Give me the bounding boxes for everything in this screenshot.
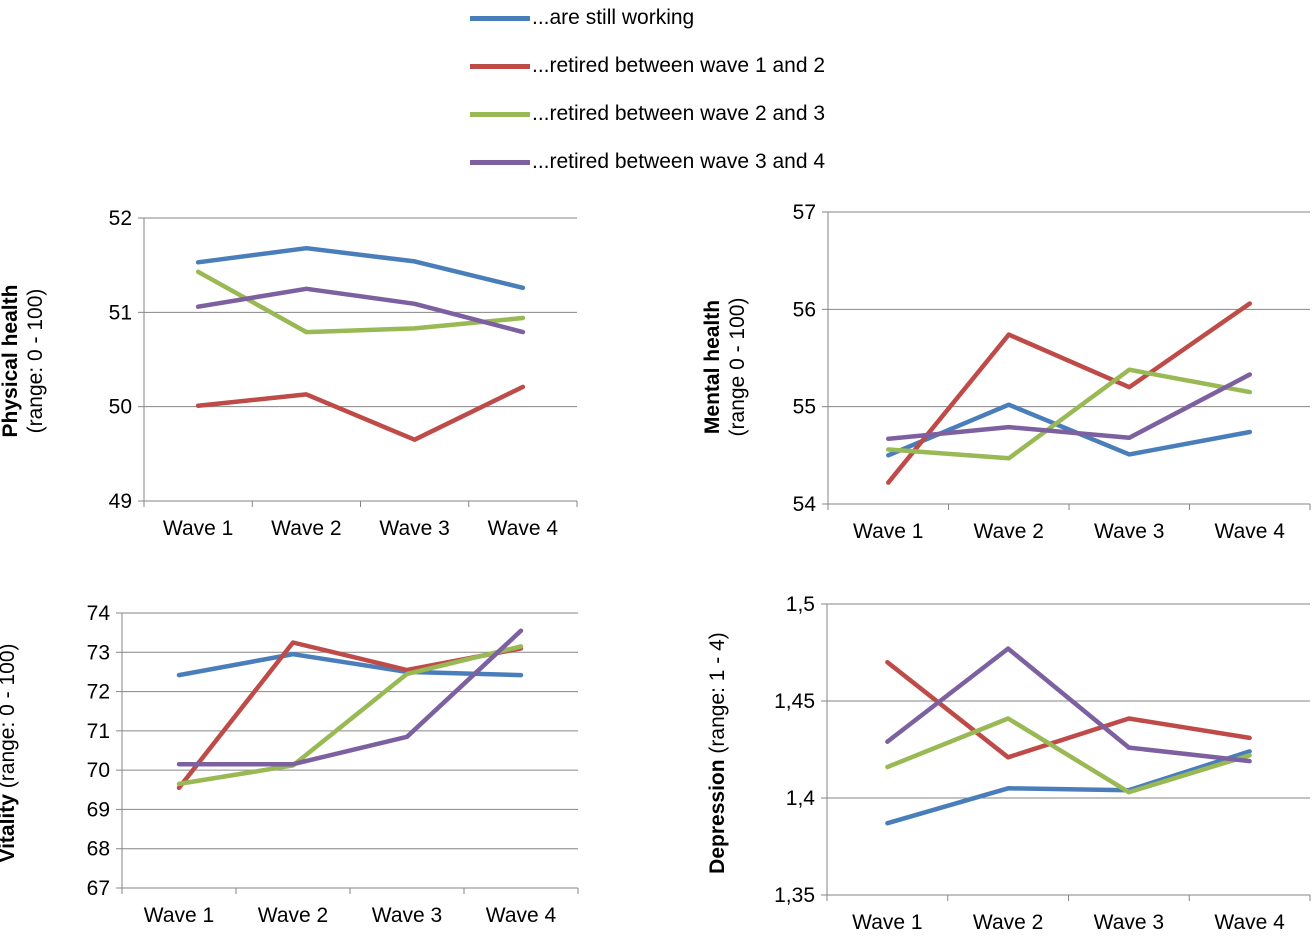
y-tick-label: 68 xyxy=(87,838,110,861)
series-line xyxy=(885,659,1252,760)
y-tick-label: 49 xyxy=(109,490,132,513)
series-line xyxy=(195,384,526,442)
x-tick-label: Wave 2 xyxy=(973,911,1043,934)
y-tick-label: 1,35 xyxy=(774,884,815,907)
series-line xyxy=(195,286,526,335)
series-line xyxy=(195,269,526,335)
x-tick-label: Wave 1 xyxy=(163,517,233,540)
y-tick-label: 69 xyxy=(87,798,110,821)
physical-health-chart: Physical health (range: 0 - 100) 49 50 51 5… xyxy=(0,190,600,560)
y-tick-label: 56 xyxy=(793,298,816,321)
vitality-chart: Vitality (range: 0 - 100) 67686970717273… xyxy=(0,590,600,940)
x-tick-label: Wave 2 xyxy=(258,904,328,927)
x-tick-label: Wave 3 xyxy=(372,904,442,927)
legend-label: ...are still working xyxy=(532,6,695,29)
x-tick-label: Wave 4 xyxy=(1214,911,1285,934)
x-tick-label: Wave 1 xyxy=(852,911,922,934)
plot-area: 1,35 1,4 1,45 1,5 Wave 1 Wave 2 Wave 3 Wave 4 xyxy=(774,593,1311,934)
y-tick-label: 74 xyxy=(87,602,111,625)
plot-area: 49 50 51 52 Wave 1 Wave 2 Wave 3 Wave 4 xyxy=(109,207,578,540)
y-tick-label: 71 xyxy=(87,720,110,743)
series-line xyxy=(885,749,1252,826)
x-tick-label: Wave 4 xyxy=(1215,520,1286,543)
series-line xyxy=(886,402,1253,458)
y-tick-label: 1,5 xyxy=(786,593,815,616)
x-tick-label: Wave 2 xyxy=(271,517,341,540)
legend-item: ...retired between wave 1 and 2 xyxy=(470,51,825,81)
x-tick-label: Wave 3 xyxy=(1094,911,1164,934)
legend-label: ...retired between wave 3 and 4 xyxy=(532,150,826,173)
x-tick-label: Wave 4 xyxy=(486,904,557,927)
legend-swatch xyxy=(470,159,530,165)
series-line xyxy=(886,372,1253,442)
y-tick-label: 50 xyxy=(109,396,132,419)
x-tick-label: Wave 2 xyxy=(974,520,1044,543)
y-tick-label: 67 xyxy=(87,877,110,900)
y-tick-label: 54 xyxy=(793,493,817,516)
series-line xyxy=(885,716,1252,795)
plot-area: 54 55 56 57 Wave 1 Wave 2 Wave 3 Wave 4 xyxy=(793,201,1311,543)
x-tick-label: Wave 3 xyxy=(379,517,449,540)
series-line xyxy=(195,245,526,291)
y-tick-label: 52 xyxy=(109,207,132,230)
y-tick-label: 51 xyxy=(109,301,132,324)
legend-swatch xyxy=(470,63,530,69)
legend-item: ...retired between wave 3 and 4 xyxy=(470,147,825,177)
series-line xyxy=(885,646,1252,764)
x-tick-label: Wave 4 xyxy=(488,517,559,540)
plot-area: 67 68 69 70 71 72 73 74 Wave 1 Wave 2 Wave 3 Wave 4 xyxy=(87,602,579,927)
y-tick-label: 70 xyxy=(87,759,110,782)
legend-label: ...retired between wave 1 and 2 xyxy=(532,54,826,77)
legend-label: ...retired between wave 2 and 3 xyxy=(532,102,826,125)
y-tick-label: 72 xyxy=(87,681,110,704)
mental-health-chart: Mental health (range 0 - 100) 54 55 56 57 Wa… xyxy=(700,190,1315,560)
series-line xyxy=(886,301,1253,485)
series-line xyxy=(176,651,524,678)
legend-item: ...are still working xyxy=(470,3,694,33)
y-tick-label: 73 xyxy=(87,641,110,664)
y-tick-label: 1,45 xyxy=(774,690,815,713)
legend-item: ...retired between wave 2 and 3 xyxy=(470,99,825,129)
series-line xyxy=(886,367,1253,461)
y-tick-label: 1,4 xyxy=(786,787,816,810)
legend-swatch xyxy=(470,15,530,21)
series-line xyxy=(176,628,524,767)
y-tick-label: 57 xyxy=(793,201,816,224)
series-line xyxy=(176,644,524,787)
y-tick-label: 55 xyxy=(793,396,816,419)
depression-chart: Depression (range: 1 - 4) 1,35 1,4 1,45 1,5… xyxy=(700,590,1315,940)
legend-swatch xyxy=(470,111,530,117)
chart-legend: ...are still working ...retired between w… xyxy=(470,0,990,180)
x-tick-label: Wave 1 xyxy=(853,520,923,543)
x-tick-label: Wave 3 xyxy=(1094,520,1164,543)
x-tick-label: Wave 1 xyxy=(144,904,214,927)
